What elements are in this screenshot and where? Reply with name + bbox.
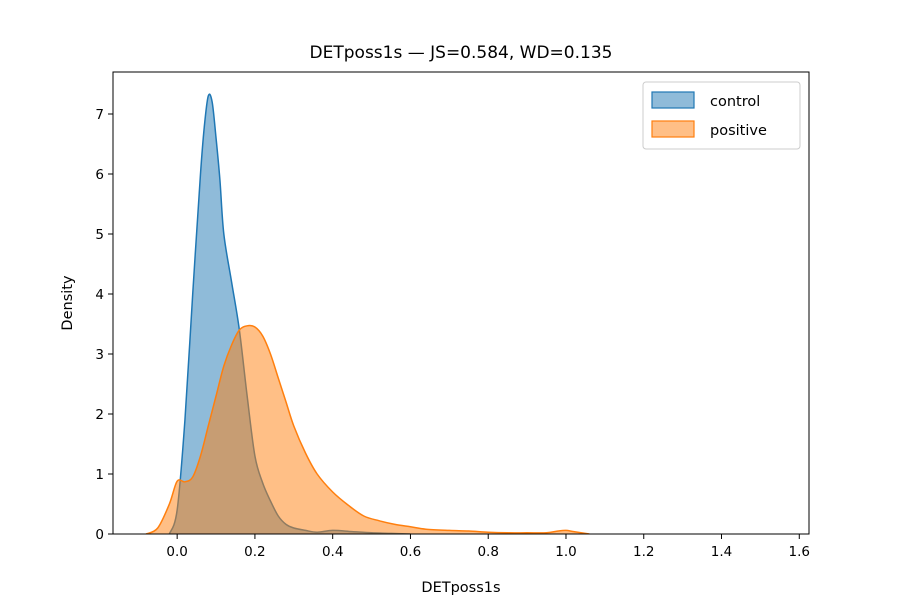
y-tick-label: 2: [95, 407, 104, 423]
legend-entry-control: control: [651, 91, 760, 110]
y-tick-label: 1: [95, 467, 104, 483]
y-tick-label: 0: [95, 527, 104, 543]
x-tick-label: 1.4: [711, 544, 732, 560]
legend-label: positive: [710, 123, 767, 139]
y-tick-label: 4: [95, 287, 104, 303]
x-axis: 0.0 0.2 0.4 0.6 0.8 1.0 1.2 1.4 1.6: [166, 534, 810, 560]
x-axis-label: DETposs1s: [421, 580, 500, 596]
plot-frame: [112, 71, 810, 535]
x-tick-label: 1.6: [789, 544, 810, 560]
x-tick-label: 0.6: [400, 544, 421, 560]
series-line-positive: [145, 324, 590, 534]
y-tick-label: 3: [95, 347, 104, 363]
y-tick-label: 6: [95, 167, 104, 183]
y-tick-label: 7: [95, 107, 104, 123]
x-tick-label: 1.0: [555, 544, 576, 560]
plot-area: [145, 93, 590, 534]
legend-swatch: [651, 120, 695, 138]
x-tick-label: 1.2: [633, 544, 654, 560]
x-tick-label: 0.2: [244, 544, 265, 560]
series-positive: [145, 324, 590, 534]
legend-swatch: [651, 91, 695, 109]
y-axis: 0 1 2 3 4 5 6 7: [95, 107, 113, 543]
x-tick-label: 0.4: [322, 544, 343, 560]
legend-entry-positive: positive: [651, 120, 767, 139]
series-area-positive: [146, 325, 590, 534]
x-tick-label: 0.0: [166, 544, 187, 560]
y-tick-label: 5: [95, 227, 104, 243]
x-tick-label: 0.8: [477, 544, 498, 560]
legend-label: control: [710, 94, 760, 110]
legend: control positive: [642, 81, 801, 150]
chart-title: DETposs1s — JS=0.584, WD=0.135: [310, 43, 613, 63]
y-axis-label: Density: [60, 275, 76, 331]
